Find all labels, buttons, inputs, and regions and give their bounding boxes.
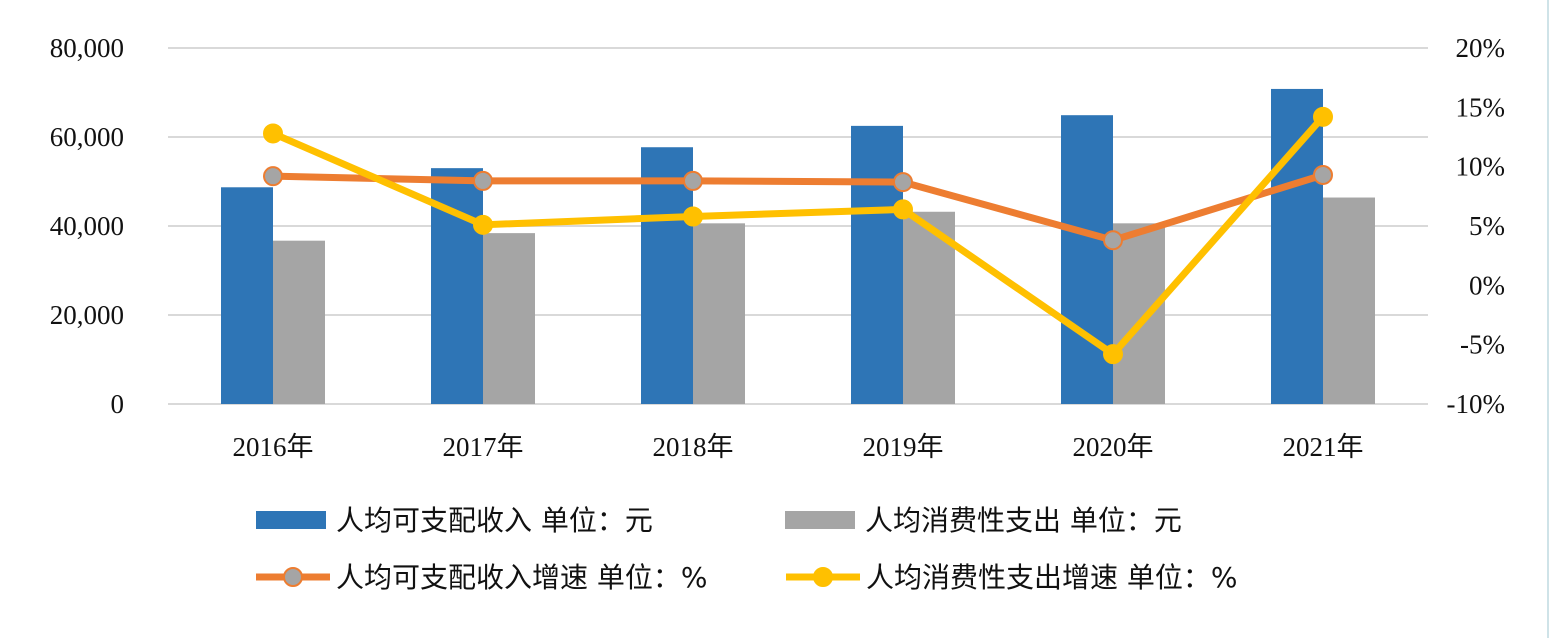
left-axis-tick-label: 60,000 (50, 122, 124, 152)
bar-expense (1113, 223, 1165, 404)
right-axis-tick-label: 0% (1469, 270, 1505, 300)
income-growth-point (893, 172, 913, 193)
right-axis-tick-label: 20% (1456, 33, 1506, 63)
left-axis-tick-label: 0 (111, 389, 125, 419)
category-label: 2020年 (1073, 432, 1154, 462)
expense-growth-line (271, 114, 1326, 358)
bar-expense (483, 233, 535, 404)
legend-swatch-marker (283, 567, 303, 587)
category-label: 2017年 (443, 432, 524, 462)
expense-growth-point (683, 206, 703, 227)
expense-growth-point (1103, 344, 1123, 365)
legend-label: 人均消费性支出 单位：元 (865, 504, 1182, 537)
bar-expense (693, 223, 745, 404)
category-label: 2016年 (233, 432, 314, 462)
expense-growth-point (473, 214, 493, 235)
gridlines (168, 47, 1428, 405)
category-label: 2021年 (1283, 432, 1364, 462)
income-growth-line (272, 171, 1325, 244)
right-axis-tick-label: 10% (1456, 152, 1506, 182)
bar-income (221, 187, 273, 404)
bar-expense (1323, 197, 1375, 404)
right-axis-tick-label: 5% (1469, 211, 1505, 241)
bar-income (641, 147, 693, 405)
legend-label: 人均可支配收入 单位：元 (336, 504, 653, 537)
legend-swatch (256, 511, 326, 529)
bar-income (851, 125, 903, 404)
expense-growth-point (1313, 106, 1333, 127)
left-axis-ticks: 0 20,000 40,000 60,000 80,000 (50, 33, 124, 419)
right-axis-tick-label: -10% (1447, 389, 1505, 419)
income-growth-point (683, 170, 703, 191)
income-growth-point (263, 166, 283, 187)
expense-growth-point (893, 199, 913, 220)
legend-label: 人均可支配收入增速 单位：% (336, 561, 708, 594)
legend-swatch-marker (813, 567, 833, 587)
left-axis-tick-label: 80,000 (50, 33, 124, 63)
category-axis-ticks: 2016年 2017年 2018年 2019年 2020年 2021年 (233, 432, 1364, 462)
right-axis-tick-label: -5% (1460, 330, 1505, 360)
expense-growth-point (263, 123, 283, 144)
legend-label: 人均消费性支出增速 单位：% (866, 561, 1238, 594)
bar-series (221, 88, 1375, 405)
left-axis-tick-label: 20,000 (50, 300, 124, 330)
bar-income (1061, 115, 1113, 404)
income-growth-point (473, 170, 493, 191)
line-series (263, 106, 1333, 365)
legend-swatch (785, 511, 855, 529)
left-axis-tick-label: 40,000 (50, 211, 124, 241)
category-label: 2019年 (863, 432, 944, 462)
bar-expense (273, 240, 325, 404)
right-axis-ticks: -10% -5% 0% 5% 10% 15% 20% (1447, 33, 1505, 419)
income-growth-point (1103, 230, 1123, 251)
bar-expense (903, 211, 955, 404)
income-growth-point (1313, 164, 1333, 185)
right-axis-tick-label: 15% (1456, 92, 1506, 122)
bar-income (1271, 88, 1323, 404)
category-label: 2018年 (653, 432, 734, 462)
